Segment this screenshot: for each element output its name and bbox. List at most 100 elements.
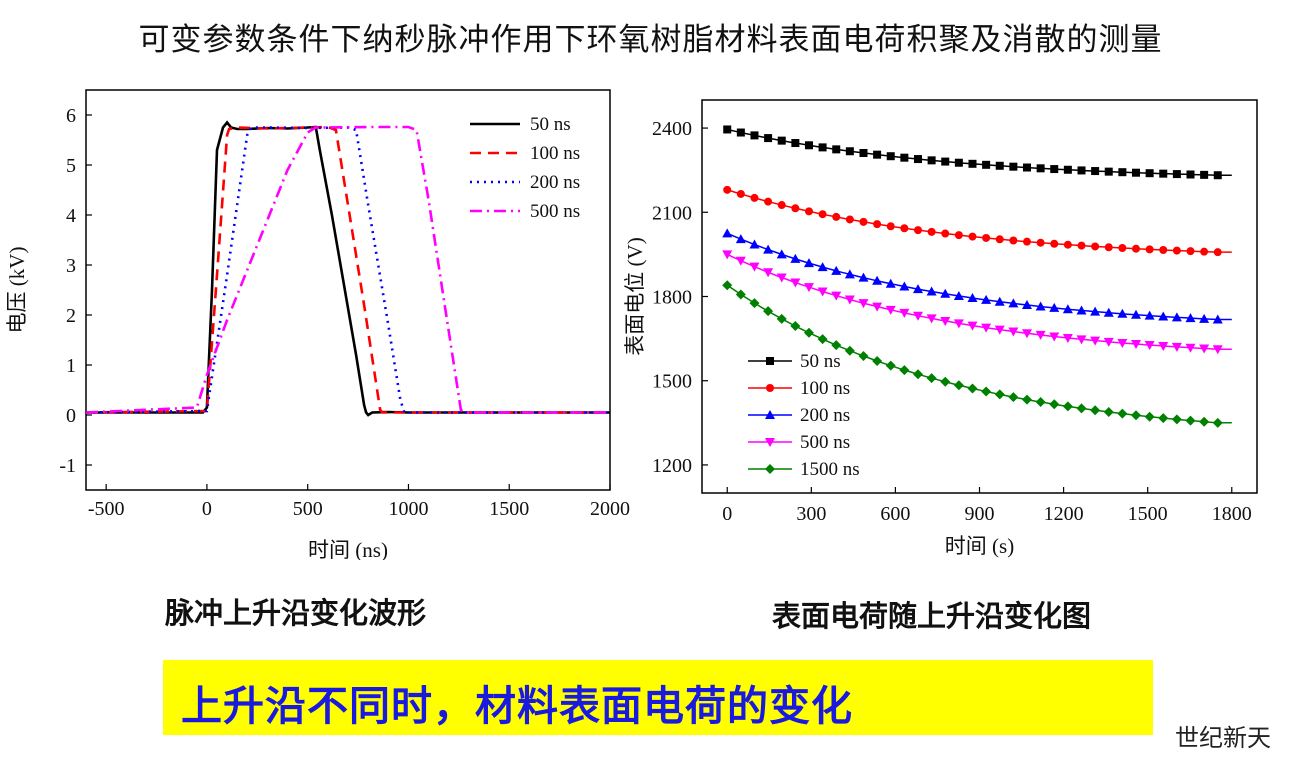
data-point [777, 201, 786, 210]
data-point [1076, 403, 1087, 414]
data-point [1185, 415, 1196, 426]
data-point [968, 232, 977, 241]
data-point [1213, 248, 1222, 257]
data-point [832, 212, 841, 221]
y-tick-label: 5 [66, 155, 76, 177]
data-point [913, 155, 922, 164]
data-point [735, 234, 746, 244]
x-tick-label: 0 [202, 498, 212, 520]
data-point [1063, 165, 1072, 174]
data-point [1062, 304, 1073, 314]
data-point [872, 355, 883, 366]
data-point [900, 224, 909, 233]
x-tick-label: 600 [880, 503, 910, 525]
x-tick-label: 500 [293, 498, 323, 520]
data-point [1185, 313, 1196, 323]
data-point [1008, 327, 1019, 337]
series-line-50ns [86, 120, 610, 417]
data-point [817, 334, 828, 345]
x-axis-label: 时间 (ns) [308, 538, 388, 560]
legend-label: 200 ns [800, 405, 850, 426]
y-tick-label: 3 [66, 255, 76, 277]
legend-label: 100 ns [530, 143, 580, 164]
x-tick-label: 1500 [489, 498, 529, 520]
data-point [803, 327, 814, 338]
data-point [1118, 244, 1127, 253]
data-point [926, 373, 937, 384]
data-point [749, 298, 760, 309]
data-point [1022, 163, 1031, 172]
data-point [859, 217, 868, 226]
data-point [1035, 397, 1046, 408]
data-point [954, 158, 963, 167]
legend-label: 100 ns [800, 378, 850, 399]
data-point [886, 222, 895, 231]
data-point [1117, 408, 1128, 419]
data-point [831, 265, 842, 275]
data-point [1212, 345, 1223, 355]
legend-label: 50 ns [800, 351, 841, 372]
data-point [1062, 401, 1073, 412]
data-point [1199, 416, 1210, 427]
data-point [940, 316, 951, 326]
data-point [765, 464, 775, 474]
data-point [1212, 417, 1223, 428]
series-line-100ns [85, 125, 610, 414]
data-point [818, 210, 827, 219]
data-point [1049, 399, 1060, 410]
data-point [885, 360, 896, 371]
data-point [1145, 169, 1154, 178]
data-point [1118, 168, 1127, 177]
data-point [912, 311, 923, 321]
data-point [803, 258, 814, 268]
data-point [1159, 169, 1168, 178]
series-line-500ns [85, 125, 610, 414]
y-tick-label: 2 [66, 305, 76, 327]
data-point [791, 139, 800, 148]
data-point [994, 389, 1005, 400]
data-point [1212, 314, 1223, 324]
data-point [873, 220, 882, 229]
data-point [899, 308, 910, 318]
x-tick-label: 1200 [1044, 503, 1084, 525]
y-axis-label: 表面电位 (V) [623, 237, 647, 355]
data-point [1132, 244, 1141, 253]
data-point [790, 278, 801, 288]
data-point [1103, 307, 1114, 317]
legend-label: 50 ns [530, 114, 571, 135]
data-point [1144, 411, 1155, 422]
data-point [1158, 413, 1169, 424]
data-point [1104, 167, 1113, 176]
highlight-banner: 上升沿不同时，材料表面电荷的变化 [163, 660, 1153, 735]
y-tick-label: 0 [66, 405, 76, 427]
watermark: 世纪新天 [1175, 724, 1271, 752]
data-point [735, 256, 746, 266]
data-point [926, 314, 937, 324]
data-point [776, 273, 787, 283]
data-point [873, 150, 882, 159]
data-point [941, 157, 950, 166]
data-point [763, 268, 774, 278]
data-point [953, 319, 964, 329]
y-tick-label: 1800 [652, 287, 692, 309]
data-point [804, 207, 813, 216]
data-point [1021, 329, 1032, 339]
data-point [1049, 302, 1060, 312]
series-line-200ns [726, 232, 1232, 321]
data-point [1009, 236, 1018, 245]
data-point [1062, 333, 1073, 343]
data-point [831, 340, 842, 351]
data-point [1077, 166, 1086, 175]
surface-potential-chart: 0 300 600 900 1200 1500 1800 1200 1500 1800 2100 24… [623, 99, 1258, 558]
data-point [858, 299, 869, 309]
data-point [1035, 301, 1046, 311]
data-point [776, 313, 787, 324]
data-point [1158, 342, 1169, 352]
data-point [872, 275, 883, 285]
data-point [912, 284, 923, 294]
data-point [858, 272, 869, 282]
data-point [722, 250, 733, 260]
data-point [1077, 241, 1086, 250]
data-point [967, 292, 978, 302]
data-point [750, 131, 759, 140]
